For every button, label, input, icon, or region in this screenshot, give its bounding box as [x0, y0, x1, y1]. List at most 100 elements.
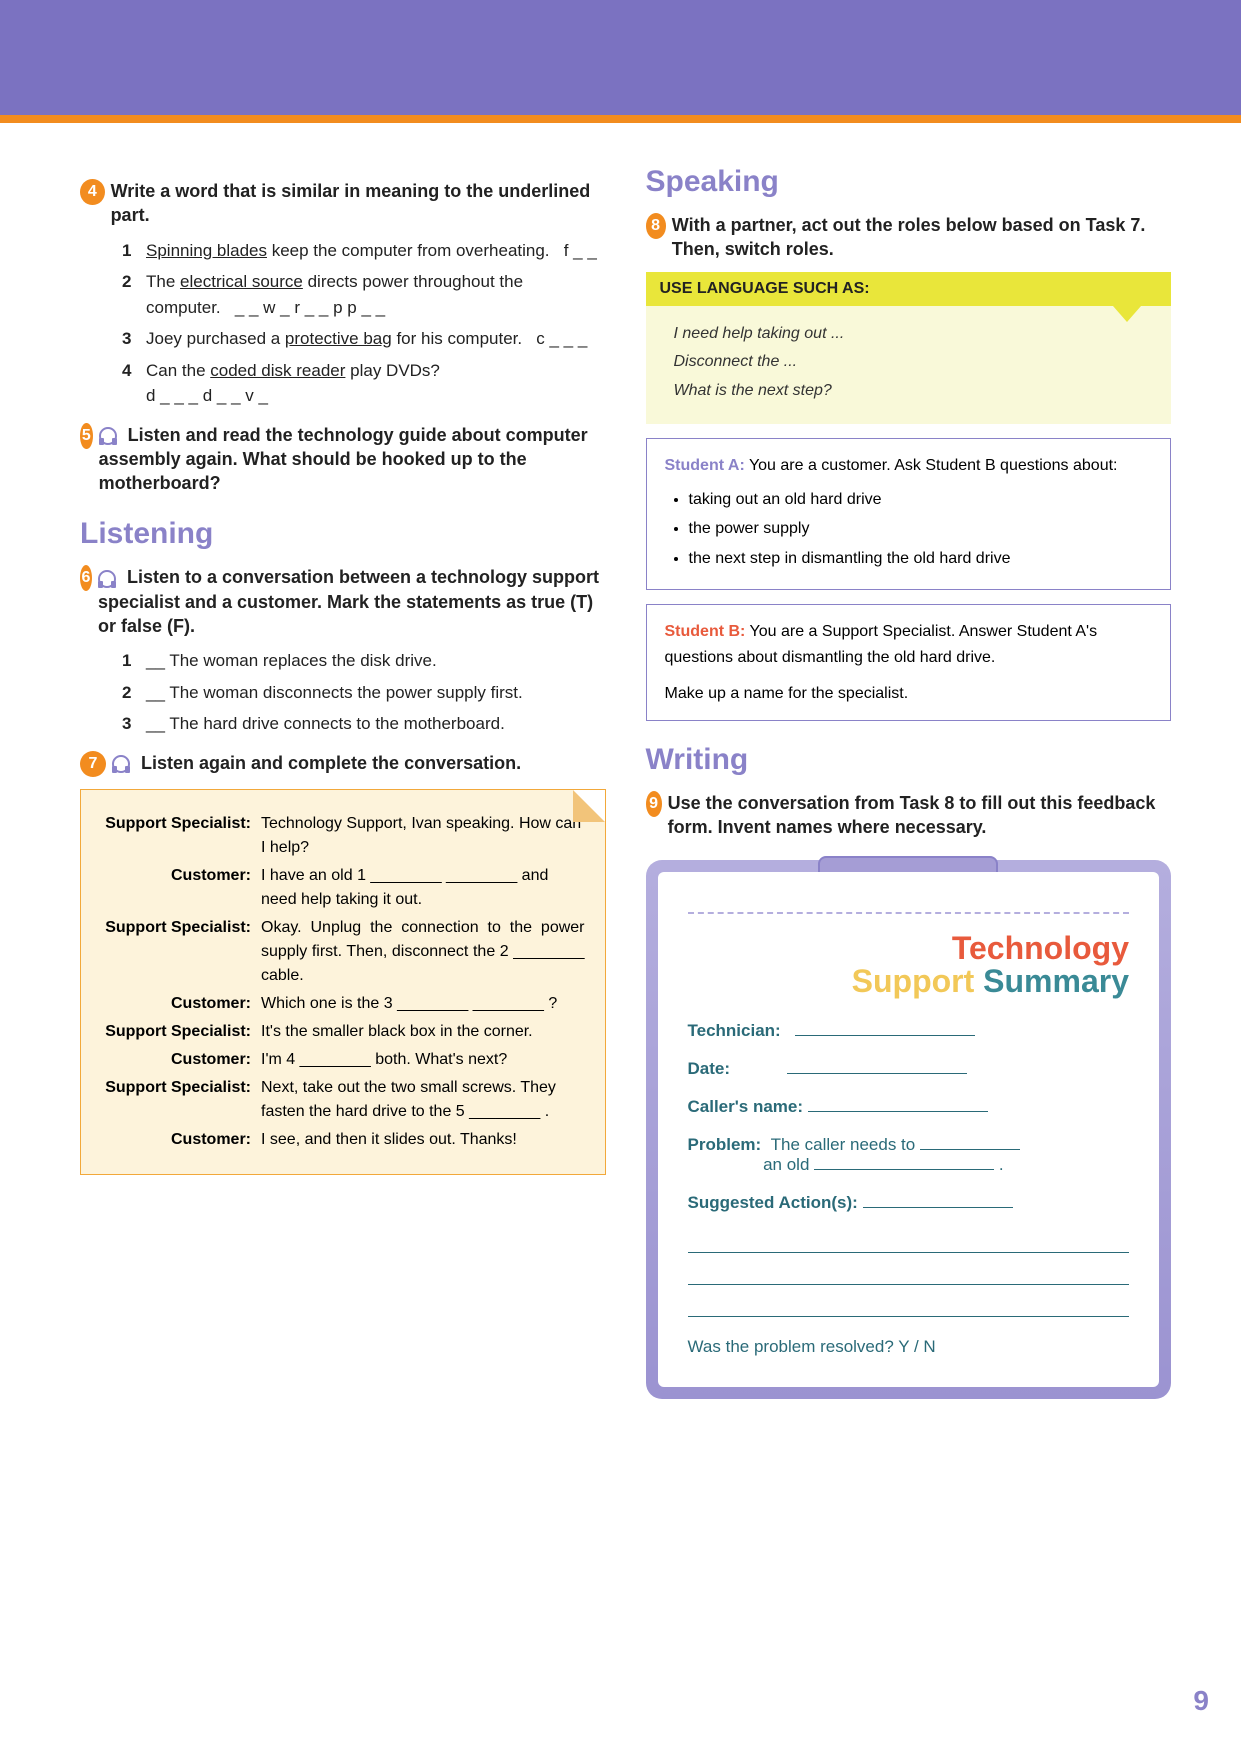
header-band — [0, 0, 1241, 115]
task-number-9: 9 — [646, 791, 662, 817]
list-item: taking out an old hard drive — [689, 487, 1153, 513]
date-label: Date: — [688, 1059, 731, 1078]
headphone-icon — [98, 570, 116, 588]
item-text[interactable]: __ The woman disconnects the power suppl… — [146, 680, 606, 706]
item-num: 1 — [122, 648, 146, 674]
item-num: 2 — [122, 269, 146, 320]
perforation — [688, 912, 1130, 914]
conv-text[interactable]: Okay. Unplug the connection to the power… — [261, 916, 585, 988]
task8-head: 8 With a partner, act out the roles belo… — [646, 213, 1172, 262]
conv-text: It's the smaller black box in the corner… — [261, 1020, 585, 1044]
technician-label: Technician: — [688, 1021, 781, 1040]
conv-text: Technology Support, Ivan speaking. How c… — [261, 812, 585, 860]
conv-row: Customer:I'm 4 ________ both. What's nex… — [101, 1048, 585, 1072]
suggested-line[interactable] — [688, 1231, 1130, 1253]
pre: Can the — [146, 361, 210, 380]
item-text: Spinning blades keep the computer from o… — [146, 238, 606, 264]
conv-text: I see, and then it slides out. Thanks! — [261, 1128, 585, 1152]
conv-row: Customer:I have an old 1 ________ ______… — [101, 864, 585, 912]
item-text: The electrical source directs power thro… — [146, 269, 606, 320]
corner-fold-icon — [573, 790, 605, 822]
caller-input[interactable] — [808, 1111, 988, 1112]
caller-row: Caller's name: — [688, 1097, 1130, 1117]
hint[interactable]: d _ _ _ d _ _ v _ — [146, 386, 268, 405]
hint[interactable]: f _ _ — [564, 241, 597, 260]
speaker: Customer: — [101, 992, 261, 1016]
task6-item: 1 __ The woman replaces the disk drive. — [122, 648, 606, 674]
task9-instruction: Use the conversation from Task 8 to fill… — [668, 791, 1171, 840]
conv-text[interactable]: Next, take out the two small screws. The… — [261, 1076, 585, 1124]
task-number-5: 5 — [80, 423, 93, 449]
lang-line: Disconnect the ... — [674, 348, 1144, 377]
task5-instruction: Listen and read the technology guide abo… — [99, 423, 606, 496]
item-num: 1 — [122, 238, 146, 264]
underlined: electrical source — [180, 272, 303, 291]
item-text[interactable]: __ The woman replaces the disk drive. — [146, 648, 606, 674]
hint[interactable]: c _ _ _ — [536, 329, 587, 348]
task7-instruction: Listen again and complete the conversati… — [112, 751, 521, 775]
task5-head: 5 Listen and read the technology guide a… — [80, 423, 606, 496]
caller-label: Caller's name: — [688, 1097, 804, 1116]
speaker: Customer: — [101, 864, 261, 912]
page-content: 4 Write a word that is similar in meanin… — [0, 115, 1241, 1439]
student-a-intro: You are a customer. Ask Student B questi… — [745, 457, 1118, 474]
right-column: Speaking 8 With a partner, act out the r… — [646, 165, 1172, 1399]
title-support: Support — [852, 963, 984, 999]
form-title: Technology Support Summary — [688, 932, 1130, 999]
resolved-text: Was the problem resolved? Y / N — [688, 1337, 936, 1356]
item-text[interactable]: __ The hard drive connects to the mother… — [146, 711, 606, 737]
speaker: Support Specialist: — [101, 1076, 261, 1124]
task7-head: 7 Listen again and complete the conversa… — [80, 751, 606, 777]
instruction-text: Listen and read the technology guide abo… — [99, 425, 588, 494]
technician-row: Technician: — [688, 1021, 1130, 1041]
speaker: Customer: — [101, 1128, 261, 1152]
conv-row: Support Specialist:Next, take out the tw… — [101, 1076, 585, 1124]
task4-item: 2 The electrical source directs power th… — [122, 269, 606, 320]
conversation-box: Support Specialist:Technology Support, I… — [80, 789, 606, 1175]
item-num: 2 — [122, 680, 146, 706]
item-text: Joey purchased a protective bag for his … — [146, 326, 606, 352]
conv-row: Customer:Which one is the 3 ________ ___… — [101, 992, 585, 1016]
post: keep the computer from overheating. — [267, 241, 550, 260]
list-item: the power supply — [689, 516, 1153, 542]
task4-instruction: Write a word that is similar in meaning … — [111, 179, 606, 228]
problem-input-2[interactable] — [814, 1169, 994, 1170]
conv-row: Support Specialist:It's the smaller blac… — [101, 1020, 585, 1044]
task-number-6: 6 — [80, 565, 92, 591]
student-a-label: Student A: — [665, 457, 745, 474]
task6-instruction: Listen to a conversation between a techn… — [98, 565, 606, 638]
left-column: 4 Write a word that is similar in meanin… — [80, 165, 606, 1399]
conv-text[interactable]: Which one is the 3 ________ ________ ? — [261, 992, 585, 1016]
resolved-row[interactable]: Was the problem resolved? Y / N — [688, 1337, 1130, 1357]
suggested-label: Suggested Action(s): — [688, 1193, 858, 1212]
problem-input-1[interactable] — [920, 1149, 1020, 1150]
date-input[interactable] — [787, 1073, 967, 1074]
task-number-7: 7 — [80, 751, 106, 777]
suggested-row: Suggested Action(s): — [688, 1193, 1130, 1213]
speaker: Support Specialist: — [101, 916, 261, 988]
student-b-label: Student B: — [665, 623, 746, 640]
instruction-text: Listen again and complete the conversati… — [141, 753, 521, 773]
item-text: Can the coded disk reader play DVDs? d _ … — [146, 358, 606, 409]
suggested-line[interactable] — [688, 1295, 1130, 1317]
conv-text[interactable]: I'm 4 ________ both. What's next? — [261, 1048, 585, 1072]
task-number-4: 4 — [80, 179, 105, 205]
post: play DVDs? — [345, 361, 439, 380]
lang-line: What is the next step? — [674, 377, 1144, 406]
underlined: coded disk reader — [210, 361, 345, 380]
problem-text2: an old — [763, 1155, 814, 1174]
technician-input[interactable] — [795, 1035, 975, 1036]
header-notch — [441, 115, 801, 153]
item-num: 3 — [122, 326, 146, 352]
task8-instruction: With a partner, act out the roles below … — [672, 213, 1171, 262]
language-banner: USE LANGUAGE SUCH AS: — [646, 272, 1172, 306]
suggested-input[interactable] — [863, 1207, 1013, 1208]
hint[interactable]: _ _ w _ r _ _ p p _ _ — [235, 298, 385, 317]
suggested-line[interactable] — [688, 1263, 1130, 1285]
item-num: 4 — [122, 358, 146, 409]
conv-text[interactable]: I have an old 1 ________ ________ and ne… — [261, 864, 585, 912]
task6-item: 3 __ The hard drive connects to the moth… — [122, 711, 606, 737]
headphone-icon — [99, 427, 117, 445]
speaker: Support Specialist: — [101, 812, 261, 860]
instruction-text: Listen to a conversation between a techn… — [98, 567, 599, 636]
